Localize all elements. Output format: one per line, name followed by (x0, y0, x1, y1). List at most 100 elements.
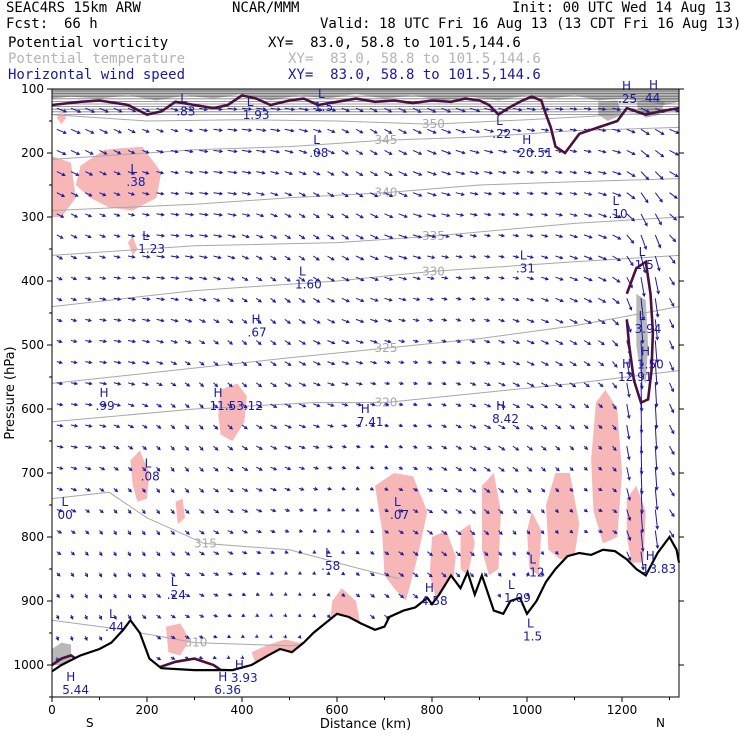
wind-vector-242 (370, 213, 378, 218)
wind-vector-head-1055 (213, 634, 218, 639)
wind-vector-head-483 (670, 324, 674, 329)
wind-vector-head-881 (71, 530, 76, 534)
wind-vector-head-316 (175, 254, 180, 259)
wind-vector-head-826 (541, 488, 546, 493)
wind-vector-head-210 (544, 191, 549, 196)
wind-vector-head-550 (373, 360, 378, 365)
wind-vector-head-116 (461, 150, 466, 155)
theta-isentrope-350 (52, 110, 679, 125)
pv-extremum-value-11: .67 (248, 325, 267, 339)
wind-vector-125 (583, 149, 592, 153)
wind-vector-head-467 (443, 318, 448, 322)
wind-vector-head-11 (218, 107, 223, 111)
wind-vector-36 (569, 107, 577, 110)
wind-vector-head-890 (200, 530, 205, 535)
wind-vector-762 (256, 466, 263, 471)
wind-vector-head-405 (188, 297, 194, 302)
wind-vector-head-77 (531, 128, 536, 133)
wind-vector-head-477 (588, 320, 592, 324)
wind-vector-head-427 (500, 297, 505, 301)
wind-vector-head-336 (458, 255, 463, 259)
wind-vector-head-544 (287, 362, 292, 366)
x-tick-label-1000: 1000 (512, 703, 543, 717)
pv-extremum-type-4: L (130, 162, 137, 176)
wind-vector-488 (113, 340, 121, 343)
wind-vector-386 (541, 276, 549, 280)
wind-vector-head-98 (204, 149, 209, 154)
wind-vector-544 (284, 361, 291, 366)
wind-vector-head-921 (640, 548, 645, 552)
wind-vector-head-1023 (497, 593, 501, 598)
wind-vector-0 (56, 107, 67, 113)
wind-vector-head-790 (654, 486, 659, 491)
wind-vector-737 (526, 445, 533, 451)
wind-vector-257 (583, 213, 592, 217)
wind-vector-273 (184, 234, 194, 237)
wind-vector-head-73 (476, 129, 481, 134)
wind-vector-head-68 (403, 130, 408, 134)
wind-vector-567 (612, 361, 618, 368)
wind-vector-220 (56, 213, 64, 218)
wind-vector-286 (370, 234, 379, 239)
wind-vector-129 (640, 150, 650, 158)
wind-vector-head-1048 (69, 637, 74, 642)
wind-vector-395 (669, 276, 675, 285)
wind-vector-head-900 (341, 529, 346, 533)
pv-extremum-value-9: 1.60 (295, 277, 322, 291)
wind-vector-420 (398, 297, 406, 301)
wind-vector-44 (56, 128, 67, 134)
wind-vector-445 (127, 318, 136, 322)
wind-vector-188 (227, 192, 237, 195)
wind-vector-108 (341, 149, 349, 155)
wind-vector-head-983 (356, 572, 360, 576)
wind-vector-393 (640, 277, 645, 297)
wind-vector-head-219 (673, 195, 678, 199)
wind-vector-head-539 (214, 362, 219, 366)
wind-vector-406 (199, 297, 206, 301)
wind-vector-head-533 (131, 360, 136, 365)
wind-vector-87 (669, 128, 679, 134)
wind-vector-394 (654, 277, 660, 294)
wind-vector-191 (270, 192, 278, 196)
wind-vector-head-668 (171, 425, 176, 430)
wind-vector-234 (256, 213, 264, 217)
wind-vector-head-72 (462, 129, 466, 134)
wind-vector-head-796 (114, 488, 119, 493)
wind-vector-306 (654, 234, 661, 248)
wind-vector-head-292 (459, 234, 464, 238)
wind-vector-head-99 (219, 149, 224, 154)
wind-vector-head-503 (331, 340, 336, 345)
wind-vector-head-741 (584, 446, 589, 450)
wind-vector-200 (398, 192, 408, 197)
wind-vector-head-918 (599, 529, 604, 533)
wind-vector-212 (569, 192, 577, 195)
wind-vector-head-36 (573, 107, 578, 111)
wind-vector-head-676 (287, 425, 292, 429)
wind-vector-143 (213, 171, 223, 174)
x-end-label-north: N (656, 716, 665, 730)
wind-vector-388 (569, 276, 578, 281)
wind-vector-95 (156, 149, 164, 153)
wind-vector-head-433 (588, 299, 593, 303)
wind-vector-361 (184, 276, 193, 280)
wind-vector-262 (654, 213, 662, 225)
wind-vector-490 (142, 340, 150, 343)
wind-vector-481 (640, 319, 644, 343)
wind-vector-718 (256, 445, 263, 450)
wind-vector-head-160 (461, 171, 466, 176)
wind-vector-328 (341, 255, 349, 261)
pv-extremum-type-7: L (613, 194, 620, 208)
wind-vector-head-1018 (356, 593, 361, 598)
wind-vector-head-859 (384, 508, 389, 513)
wind-vector-head-34 (545, 107, 550, 111)
wind-vector-head-521 (587, 341, 592, 345)
wind-vector-79 (555, 128, 563, 131)
wind-vector-head-806 (258, 488, 263, 492)
wind-vector-526 (654, 340, 658, 363)
wind-vector-608 (569, 382, 576, 388)
wind-vector-head-1002 (127, 594, 132, 599)
wind-vector-head-993 (497, 573, 502, 577)
wind-vector-head-885 (127, 531, 132, 536)
pv-contour-0 (52, 94, 679, 155)
wind-vector-head-493 (187, 340, 192, 344)
